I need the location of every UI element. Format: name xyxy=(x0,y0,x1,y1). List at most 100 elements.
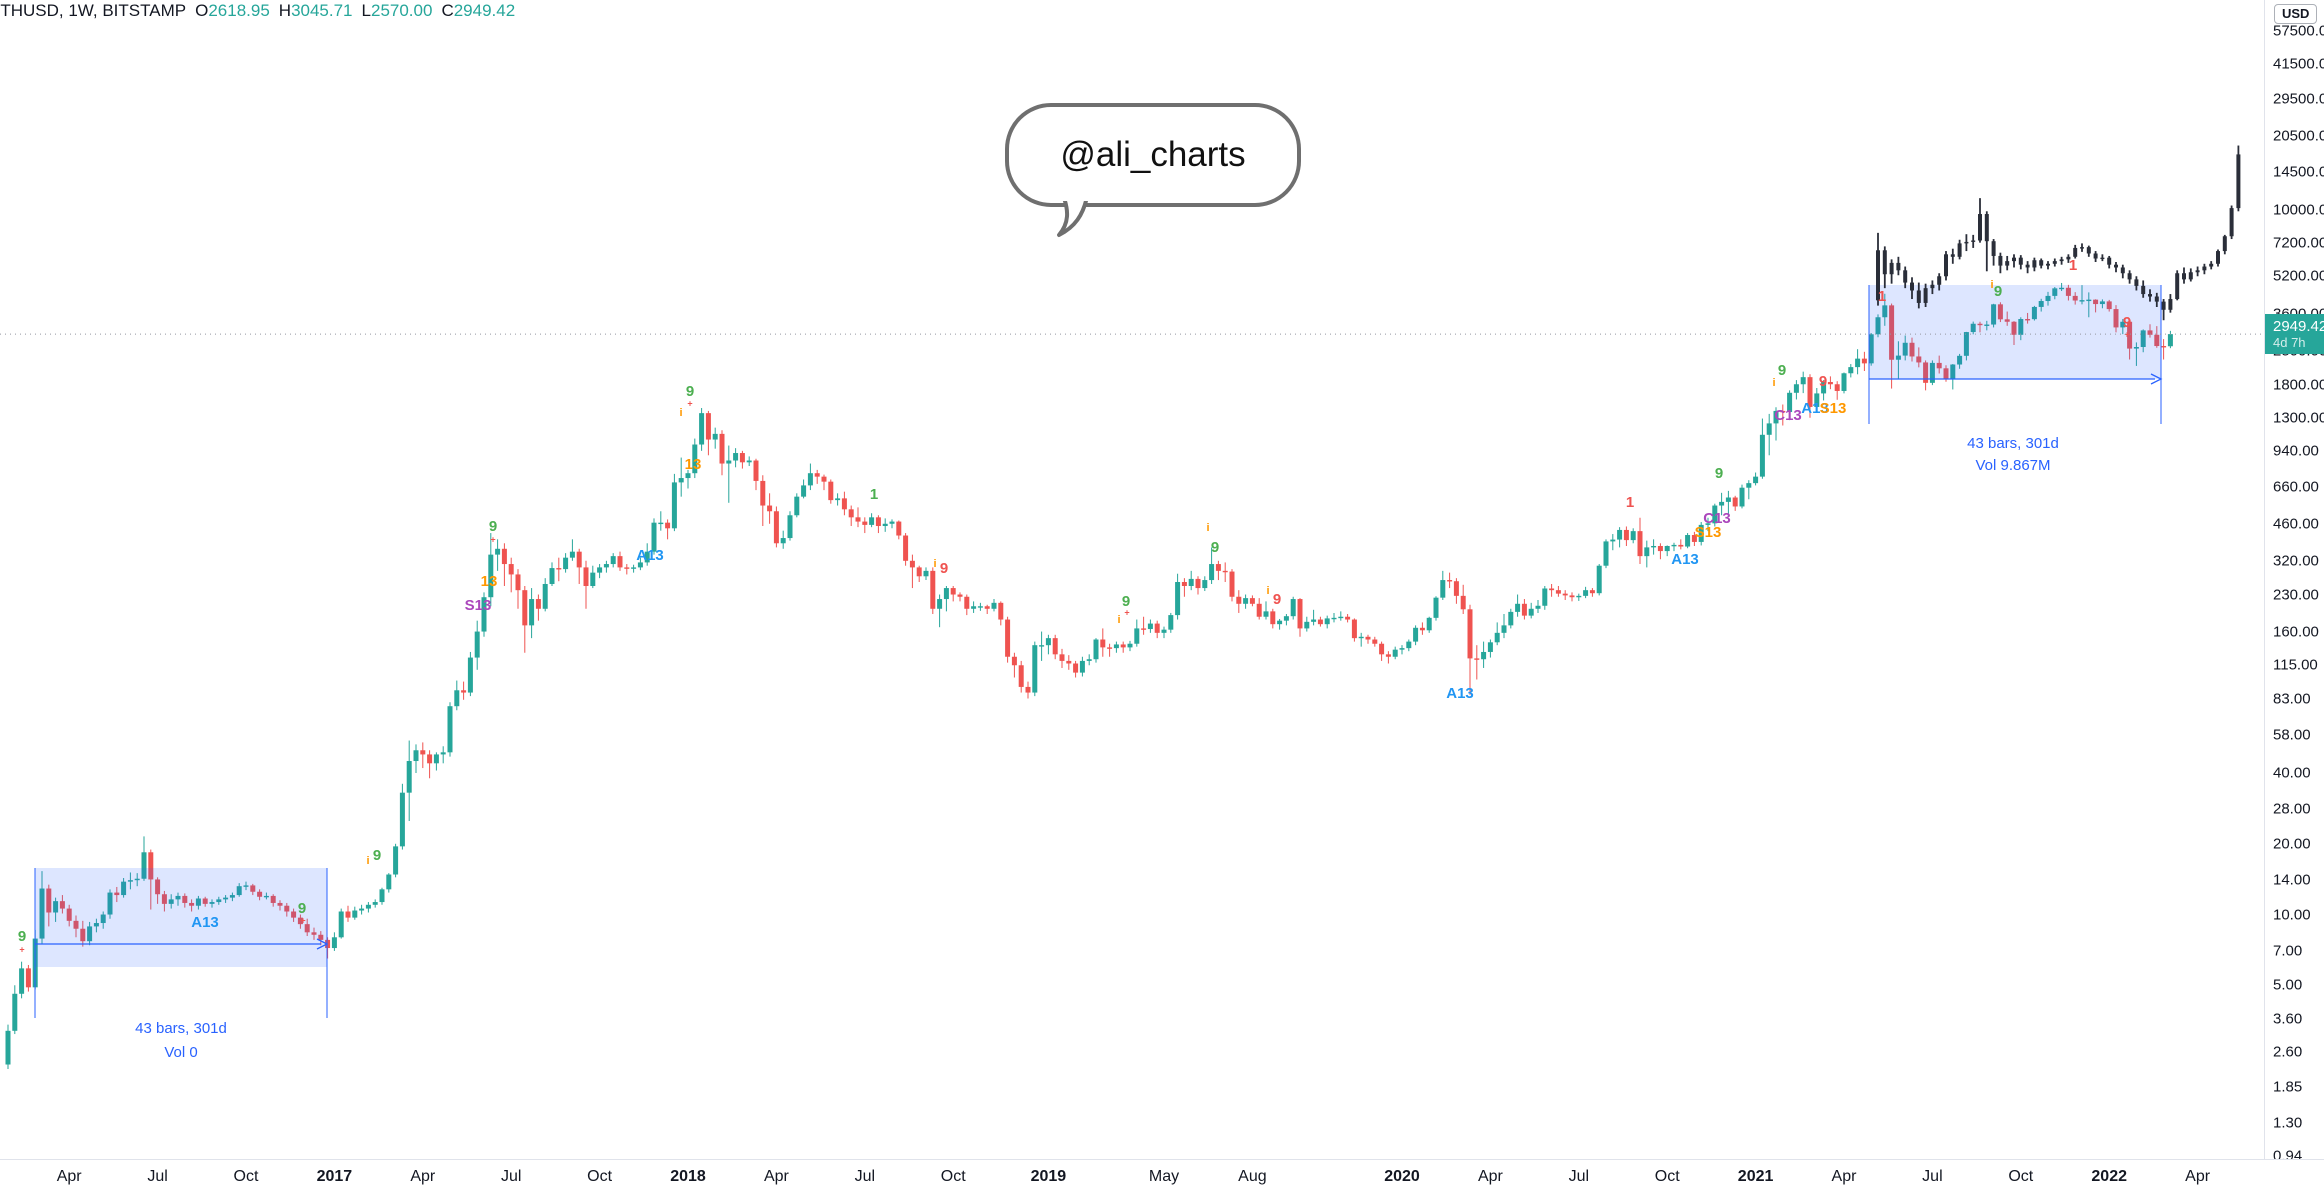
time-tick: Apr xyxy=(410,1168,436,1185)
svg-text:+: + xyxy=(300,915,305,925)
symbol-legend: ETHUSD, 1W, BITSTAMP O2618.95 H3045.71 L257… xyxy=(0,1,515,21)
price-tick: 1.85 xyxy=(2273,1078,2303,1096)
svg-text:+: + xyxy=(2124,329,2129,339)
svg-text:+: + xyxy=(19,944,24,954)
svg-text:C13: C13 xyxy=(1774,407,1802,424)
svg-text:1: 1 xyxy=(870,486,878,503)
svg-text:13: 13 xyxy=(685,456,702,473)
svg-text:13: 13 xyxy=(481,573,498,590)
svg-text:A13: A13 xyxy=(191,914,219,931)
speech-bubble-tail-icon xyxy=(1057,199,1089,237)
price-tick: 1.30 xyxy=(2273,1114,2303,1132)
svg-text:i: i xyxy=(1117,614,1120,626)
svg-text:C13: C13 xyxy=(1703,510,1731,527)
callout-handle-text: @ali_charts xyxy=(1060,135,1246,174)
svg-text:+: + xyxy=(490,534,495,544)
svg-text:S13: S13 xyxy=(465,597,492,614)
time-tick: Oct xyxy=(233,1168,259,1185)
price-tick: 460.00 xyxy=(2273,515,2319,533)
svg-text:1: 1 xyxy=(1878,288,1886,305)
price-tick: 660.00 xyxy=(2273,478,2319,496)
time-tick: Aug xyxy=(1238,1168,1267,1185)
svg-text:9: 9 xyxy=(940,560,948,577)
last-price-value: 2949.42 xyxy=(2273,318,2324,336)
svg-text:S13: S13 xyxy=(1820,400,1847,417)
time-tick: Oct xyxy=(2008,1168,2034,1185)
svg-text:9: 9 xyxy=(298,900,306,917)
price-tick: 3.60 xyxy=(2273,1010,2303,1028)
price-tick: 5200.00 xyxy=(2273,267,2324,285)
time-tick: Apr xyxy=(1477,1168,1503,1185)
time-tick: Apr xyxy=(56,1168,82,1185)
time-tick: 2017 xyxy=(316,1168,353,1185)
price-tick: 20.00 xyxy=(2273,835,2311,853)
price-tick: 57500.00 xyxy=(2273,22,2324,40)
last-price-label: 2949.42 4d 7h xyxy=(2265,314,2324,355)
svg-text:9: 9 xyxy=(18,928,26,945)
price-tick: 40.00 xyxy=(2273,764,2311,782)
ohlc-high: H3045.71 xyxy=(278,1,353,20)
time-tick: 2020 xyxy=(1384,1168,1420,1185)
svg-text:i: i xyxy=(1990,279,1993,291)
price-tick: 28.00 xyxy=(2273,800,2311,818)
time-axis[interactable]: Apr Jul Oct 2017 Apr Jul Oct 2018 Apr Jul Oct 2019 M… xyxy=(0,1159,2324,1197)
price-tick: 14.00 xyxy=(2273,871,2311,889)
price-tick: 160.00 xyxy=(2273,623,2319,641)
price-tick: 41500.00 xyxy=(2273,55,2324,73)
time-tick: 2018 xyxy=(670,1168,706,1185)
price-tick: 29500.00 xyxy=(2273,90,2324,108)
svg-text:9: 9 xyxy=(1122,593,1130,610)
svg-text:A13: A13 xyxy=(636,547,664,564)
svg-text:i: i xyxy=(933,558,936,570)
currency-toggle-button[interactable]: USD xyxy=(2274,4,2318,24)
svg-text:i: i xyxy=(679,407,682,419)
time-tick: Jul xyxy=(854,1168,876,1185)
svg-text:9: 9 xyxy=(1211,539,1219,556)
price-tick: 1800.00 xyxy=(2273,376,2324,394)
time-tick: 2019 xyxy=(1030,1168,1067,1185)
svg-text:i: i xyxy=(1772,377,1775,389)
candlestick-plot[interactable]: 43 bars, 301d Vol 0 43 bars, 301d Vol 9.867… xyxy=(0,0,2324,1160)
price-tick: 2.60 xyxy=(2273,1043,2303,1061)
price-tick: 14500.00 xyxy=(2273,163,2324,181)
svg-text:9: 9 xyxy=(1715,465,1723,482)
ohlc-close: C2949.42 xyxy=(441,1,516,20)
svg-text:9: 9 xyxy=(2123,314,2131,331)
svg-text:A13: A13 xyxy=(1446,685,1474,702)
svg-text:9: 9 xyxy=(373,847,381,864)
svg-text:+: + xyxy=(1124,607,1129,617)
svg-text:S13: S13 xyxy=(1695,524,1722,541)
time-tick: Jul xyxy=(500,1168,522,1185)
svg-text:Vol 9.867M: Vol 9.867M xyxy=(1975,457,2050,474)
price-tick: 320.00 xyxy=(2273,552,2319,570)
price-axis[interactable]: USD 57500.00 41500.00 29500.00 20500.00 1450… xyxy=(2264,0,2324,1164)
svg-text:Vol 0: Vol 0 xyxy=(164,1044,197,1061)
price-tick: 230.00 xyxy=(2273,586,2319,604)
price-tick: 20500.00 xyxy=(2273,127,2324,145)
time-tick: May xyxy=(1148,1168,1180,1185)
time-tick: Jul xyxy=(1568,1168,1590,1185)
svg-text:A13: A13 xyxy=(1801,400,1829,417)
symbol-title[interactable]: ETHUSD, 1W, BITSTAMP xyxy=(0,1,187,20)
svg-text:9: 9 xyxy=(686,383,694,400)
time-tick: Apr xyxy=(763,1168,789,1185)
speech-bubble: @ali_charts xyxy=(1005,103,1301,207)
price-tick: 7.00 xyxy=(2273,942,2303,960)
svg-text:43 bars, 301d: 43 bars, 301d xyxy=(135,1020,227,1037)
time-tick: 2021 xyxy=(1737,1168,1774,1185)
time-tick: Oct xyxy=(587,1168,613,1185)
price-tick: 940.00 xyxy=(2273,442,2319,460)
svg-text:A13: A13 xyxy=(1671,551,1699,568)
price-tick: 58.00 xyxy=(2273,726,2311,744)
svg-text:i: i xyxy=(366,855,369,867)
time-tick: Oct xyxy=(940,1168,966,1185)
ohlc-open: O2618.95 xyxy=(195,1,270,20)
svg-text:1: 1 xyxy=(2069,257,2077,274)
svg-text:i: i xyxy=(1206,522,1209,534)
time-tick: Jul xyxy=(1922,1168,1943,1185)
price-tick: 83.00 xyxy=(2273,690,2311,708)
svg-text:9: 9 xyxy=(1994,283,2002,300)
price-tick: 10.00 xyxy=(2273,906,2311,924)
svg-text:9: 9 xyxy=(1273,591,1281,608)
